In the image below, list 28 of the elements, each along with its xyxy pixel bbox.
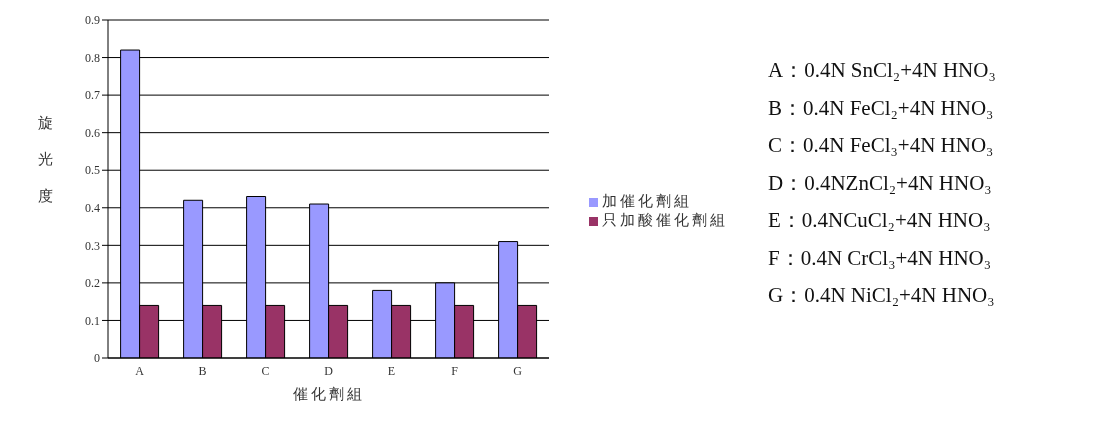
x-tick-label: F — [451, 363, 459, 378]
text: D：0.4NZnCl₂+4N HNO₃ — [768, 169, 993, 197]
text: C：0.4N FeCl₃+4N HNO₃ — [768, 132, 995, 159]
text: B：0.4N FeCl₂+4N HNO₃ — [768, 94, 995, 122]
y-tick-label: 0.5 — [85, 163, 100, 178]
y-tick-label: 0.6 — [85, 125, 100, 140]
text: A：0.4N SnCl₂+4N HNO₃ — [768, 57, 996, 84]
x-axis-title: 催化劑組 — [292, 386, 365, 402]
y-tick-label: 0.3 — [85, 238, 100, 253]
text: E：0.4NCuCl₂+4N HNO₃ — [768, 207, 992, 234]
x-tick-label: E — [387, 363, 396, 378]
y-tick-label: 0.2 — [85, 276, 100, 291]
x-tick-label: C — [261, 363, 270, 378]
text: G：0.4N NiCl₂+4N HNO₃ — [768, 282, 996, 309]
y-axis-title: 旋光度 — [37, 103, 55, 211]
y-tick-label: 0.9 — [85, 13, 100, 28]
y-tick-label: 0.7 — [85, 88, 100, 103]
x-tick-label: A — [135, 363, 145, 378]
text: F：0.4N CrCl₃+4N HNO₃ — [768, 244, 993, 272]
y-tick-label: 0.1 — [85, 313, 100, 328]
x-tick-label: G — [513, 363, 523, 378]
legend-label: 只加酸催化劑組 — [602, 211, 728, 228]
legend-label: 加催化劑組 — [602, 192, 692, 209]
y-tick-label: 0.8 — [85, 50, 100, 65]
y-tick-label: 0 — [94, 351, 100, 366]
x-tick-label: B — [198, 363, 207, 378]
x-tick-label: D — [324, 363, 334, 378]
y-tick-label: 0.4 — [85, 201, 100, 216]
